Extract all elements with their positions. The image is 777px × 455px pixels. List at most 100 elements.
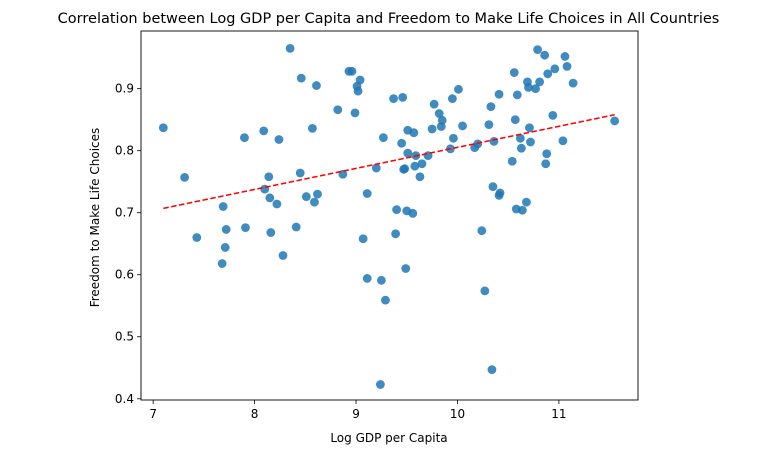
data-point bbox=[180, 172, 190, 182]
data-point bbox=[489, 136, 499, 146]
data-point bbox=[218, 202, 228, 211]
data-point bbox=[487, 365, 497, 375]
data-point bbox=[477, 226, 487, 236]
data-point bbox=[495, 188, 505, 198]
data-point bbox=[522, 197, 531, 207]
data-point bbox=[488, 182, 498, 192]
data-point bbox=[285, 43, 295, 53]
data-point bbox=[562, 61, 572, 71]
x-tick-label: 7 bbox=[149, 407, 157, 421]
trend-line bbox=[163, 113, 615, 210]
data-point bbox=[417, 159, 427, 169]
data-point bbox=[308, 123, 317, 133]
data-point bbox=[542, 149, 552, 159]
data-point bbox=[427, 124, 437, 134]
data-point bbox=[400, 164, 410, 174]
data-point bbox=[540, 50, 550, 60]
y-axis-ticks: 0.4 0.5 0.6 0.7 0.8 0.9 bbox=[115, 82, 141, 406]
data-point bbox=[272, 199, 282, 209]
x-axis-label: Log GDP per Capita bbox=[330, 431, 447, 445]
data-point bbox=[454, 84, 463, 94]
data-point bbox=[516, 143, 526, 153]
data-points bbox=[158, 43, 620, 389]
data-point bbox=[543, 69, 553, 79]
x-tick-label: 11 bbox=[551, 407, 566, 421]
data-point bbox=[391, 229, 400, 239]
data-point bbox=[353, 86, 363, 96]
data-point bbox=[379, 133, 388, 143]
data-point bbox=[510, 115, 520, 125]
data-point bbox=[274, 135, 284, 144]
data-point bbox=[389, 94, 398, 103]
data-point bbox=[449, 133, 458, 143]
data-point bbox=[264, 172, 274, 182]
data-point bbox=[291, 222, 301, 232]
data-point bbox=[296, 73, 306, 83]
data-point bbox=[408, 208, 418, 218]
data-point bbox=[512, 90, 522, 100]
data-point bbox=[301, 192, 311, 201]
trend-line-layer bbox=[163, 113, 615, 210]
y-tick-label: 0.7 bbox=[115, 206, 134, 220]
y-tick-label: 0.6 bbox=[115, 268, 134, 282]
data-point bbox=[312, 81, 321, 90]
y-tick-label: 0.8 bbox=[115, 144, 134, 158]
data-point bbox=[507, 156, 517, 166]
data-point bbox=[371, 163, 381, 173]
data-point bbox=[266, 228, 276, 237]
data-point bbox=[221, 225, 231, 234]
data-point bbox=[409, 128, 419, 138]
data-point bbox=[568, 78, 578, 88]
y-tick-label: 0.4 bbox=[115, 392, 134, 406]
data-point bbox=[358, 234, 368, 244]
data-point bbox=[347, 66, 357, 76]
data-point bbox=[158, 123, 168, 133]
data-point bbox=[192, 233, 202, 242]
data-point bbox=[333, 105, 343, 115]
data-point bbox=[217, 259, 227, 268]
data-point bbox=[295, 168, 305, 178]
data-point bbox=[531, 84, 540, 94]
data-point bbox=[350, 108, 360, 118]
data-point bbox=[517, 205, 527, 215]
data-point bbox=[525, 123, 534, 133]
data-point bbox=[381, 295, 390, 305]
data-point bbox=[429, 99, 439, 109]
data-point bbox=[480, 286, 490, 296]
data-point bbox=[410, 161, 420, 171]
x-tick-label: 8 bbox=[251, 407, 259, 421]
x-tick-label: 10 bbox=[450, 407, 465, 421]
y-tick-label: 0.9 bbox=[115, 82, 134, 96]
data-point bbox=[241, 223, 250, 232]
data-point bbox=[447, 94, 457, 103]
data-point bbox=[375, 380, 385, 389]
data-point bbox=[560, 52, 570, 61]
data-point bbox=[355, 75, 365, 85]
data-point bbox=[524, 83, 533, 92]
data-point bbox=[401, 264, 411, 273]
data-point bbox=[398, 92, 408, 102]
data-point bbox=[458, 121, 467, 131]
data-point bbox=[403, 148, 413, 158]
data-point bbox=[437, 115, 447, 125]
data-point bbox=[533, 45, 542, 55]
data-point bbox=[610, 116, 620, 126]
data-point bbox=[535, 77, 545, 87]
data-point bbox=[550, 64, 560, 74]
data-point bbox=[541, 159, 551, 169]
axes-frame bbox=[140, 30, 639, 401]
data-point bbox=[278, 251, 288, 260]
data-point bbox=[362, 274, 372, 283]
x-tick-label: 9 bbox=[352, 407, 360, 421]
data-point bbox=[548, 110, 558, 120]
data-point bbox=[362, 189, 372, 198]
y-tick-label: 0.5 bbox=[115, 330, 134, 344]
chart-title: Correlation between Log GDP per Capita a… bbox=[58, 11, 720, 27]
data-point bbox=[509, 68, 519, 77]
data-point bbox=[558, 136, 568, 146]
y-axis-label: Freedom to Make Life Choices bbox=[88, 128, 102, 308]
data-point bbox=[240, 133, 249, 143]
data-point bbox=[376, 275, 386, 285]
data-point bbox=[265, 193, 275, 203]
